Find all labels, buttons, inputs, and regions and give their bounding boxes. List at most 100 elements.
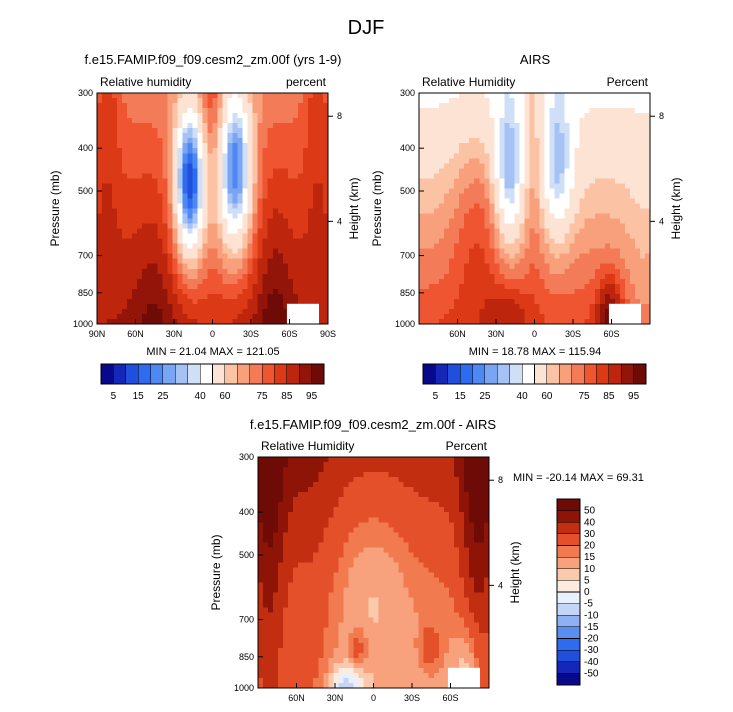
heatmap-cell xyxy=(479,148,485,154)
heatmap-cell xyxy=(599,148,606,154)
colorbar-swatch xyxy=(199,363,213,385)
heatmap-cell xyxy=(177,198,183,205)
heatmap-cell xyxy=(247,203,254,210)
heatmap-cell xyxy=(177,193,183,200)
heatmap-cell xyxy=(102,253,108,260)
heatmap-cell xyxy=(554,158,561,164)
heatmap-cell xyxy=(549,263,556,270)
heatmap-cell xyxy=(449,213,455,220)
heatmap-cell xyxy=(569,153,576,159)
heatmap-cell xyxy=(559,283,566,290)
heatmap-cell xyxy=(242,198,249,205)
heatmap-cell xyxy=(534,208,541,215)
heatmap-cell xyxy=(338,467,344,473)
heatmap-cell xyxy=(187,263,194,270)
heatmap-cell xyxy=(368,522,375,528)
heatmap-cell xyxy=(278,497,284,503)
heatmap-cell xyxy=(368,512,375,518)
heatmap-cell xyxy=(142,313,148,320)
heatmap-cell xyxy=(519,228,526,235)
heatmap-cell xyxy=(227,158,234,164)
heatmap-cell xyxy=(559,168,566,174)
heatmap-cell xyxy=(272,238,279,245)
heatmap-cell xyxy=(222,208,229,215)
heatmap-cell xyxy=(584,298,591,305)
heatmap-cell xyxy=(207,128,214,134)
heatmap-cell xyxy=(539,218,546,225)
heatmap-cell xyxy=(333,502,339,508)
heatmap-cell xyxy=(343,477,349,483)
heatmap-cell xyxy=(529,248,536,255)
heatmap-cell xyxy=(292,253,299,260)
heatmap-cell xyxy=(569,283,576,290)
heatmap-cell xyxy=(137,103,143,109)
heatmap-cell xyxy=(408,497,415,503)
heatmap-cell xyxy=(297,268,304,275)
heatmap-cell xyxy=(624,253,631,260)
heatmap-cell xyxy=(564,178,571,184)
heatmap-cell xyxy=(564,248,571,255)
heatmap-cell xyxy=(217,93,224,99)
heatmap-cell xyxy=(639,183,646,190)
heatmap-cell xyxy=(287,133,294,139)
heatmap-cell xyxy=(609,118,616,124)
heatmap-cell xyxy=(544,253,551,260)
heatmap-cell xyxy=(529,113,536,119)
heatmap-cell xyxy=(529,118,536,124)
heatmap-cell xyxy=(549,298,556,305)
heatmap-cell xyxy=(202,228,209,235)
heatmap-cell xyxy=(554,143,561,149)
heatmap-cell xyxy=(499,128,505,134)
heatmap-cell xyxy=(262,168,269,174)
heatmap-cell xyxy=(162,153,168,159)
heatmap-cell xyxy=(117,143,123,149)
heatmap-cell xyxy=(439,228,445,235)
heatmap-cell xyxy=(524,218,531,225)
heatmap-cell xyxy=(579,163,586,169)
x-tick-label: 60S xyxy=(281,329,297,339)
heatmap-cell xyxy=(142,178,148,184)
heatmap-cell xyxy=(237,138,244,144)
heatmap-cell xyxy=(504,243,510,250)
heatmap-cell xyxy=(549,238,556,245)
heatmap-cell xyxy=(614,273,621,280)
heatmap-cell xyxy=(574,143,581,149)
heatmap-cell xyxy=(459,238,465,245)
heatmap-cell xyxy=(619,153,626,159)
heatmap-cell xyxy=(207,93,214,99)
heatmap-cell xyxy=(202,308,209,315)
heatmap-cell xyxy=(107,298,113,305)
heatmap-cell xyxy=(589,138,596,144)
heatmap-cell xyxy=(423,487,430,493)
heatmap-cell xyxy=(614,113,621,119)
heatmap-cell xyxy=(569,288,576,295)
heatmap-cell xyxy=(268,512,274,518)
heatmap-cell xyxy=(247,178,254,184)
missing-data-mask xyxy=(608,303,642,324)
heatmap-cell xyxy=(439,188,445,195)
heatmap-cell xyxy=(157,188,163,195)
heatmap-cell xyxy=(524,318,531,325)
heatmap-cell xyxy=(424,123,430,129)
heatmap-cell xyxy=(479,293,485,300)
heatmap-cell xyxy=(429,103,435,109)
heatmap-cell xyxy=(252,123,259,129)
heatmap-cell xyxy=(484,113,490,119)
heatmap-cell xyxy=(444,293,450,300)
heatmap-cell xyxy=(449,193,455,200)
heatmap-cell xyxy=(323,462,329,468)
heatmap-cell xyxy=(474,103,480,109)
heatmap-cell xyxy=(424,198,430,205)
heatmap-cell xyxy=(147,313,153,320)
heatmap-cell xyxy=(514,183,521,190)
heatmap-cell xyxy=(117,238,123,245)
colorbar-swatch xyxy=(608,363,622,385)
heatmap-cell xyxy=(454,198,460,205)
heatmap-cell xyxy=(268,497,274,503)
heatmap-cell xyxy=(273,502,279,508)
heatmap-cell xyxy=(117,148,123,154)
heatmap-cell xyxy=(287,218,294,225)
heatmap-cell xyxy=(292,198,299,205)
heatmap-cell xyxy=(554,173,561,179)
heatmap-cell xyxy=(287,138,294,144)
